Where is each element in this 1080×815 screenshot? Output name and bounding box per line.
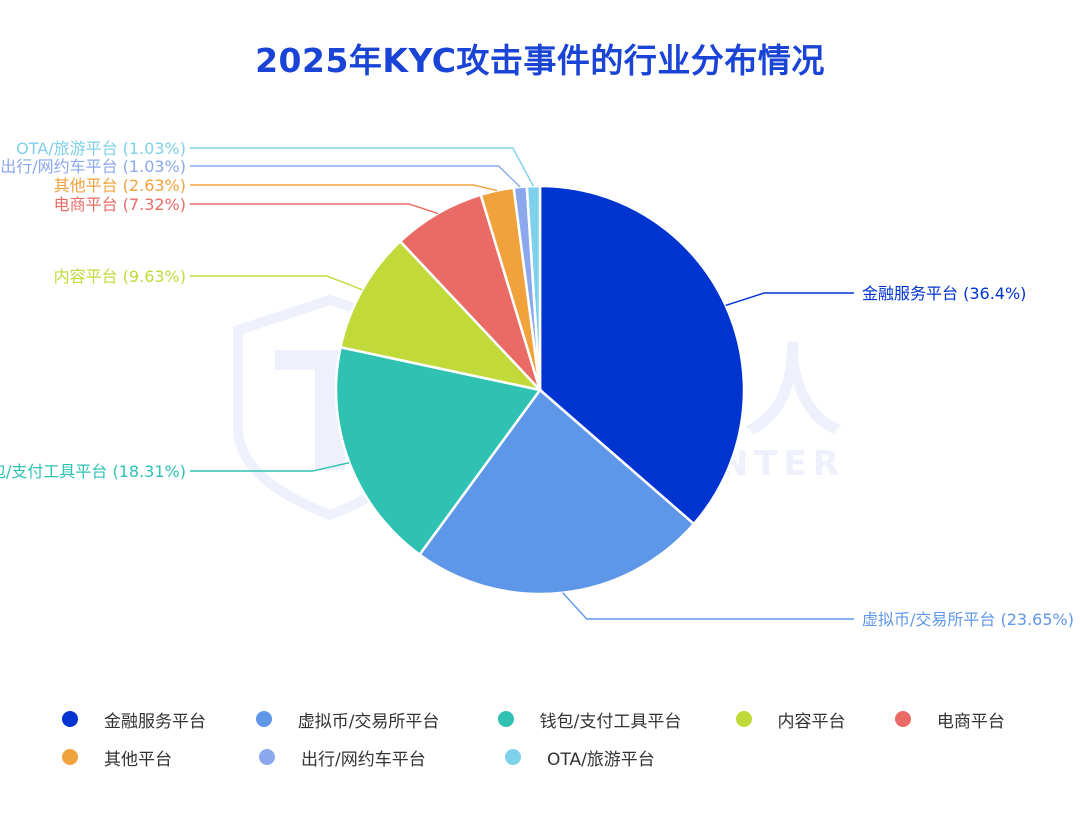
- legend-item[interactable]: 其他平台: [62, 745, 259, 770]
- pie-slice[interactable]: [417, 388, 696, 596]
- leader-line: [190, 184, 498, 192]
- legend-marker: [255, 711, 272, 727]
- legend-item[interactable]: OTA/旅游平台: [505, 745, 747, 770]
- data-label: 出行/网约车平台 (1.03%): [0, 157, 186, 176]
- data-label: 钱包/支付工具平台 (18.31%): [0, 462, 186, 481]
- legend-item[interactable]: 金融服务平台: [62, 707, 256, 732]
- legend-item[interactable]: 出行/网约车平台: [259, 745, 505, 770]
- legend-label: 出行/网约车平台: [301, 749, 426, 770]
- legend-marker: [259, 749, 275, 765]
- legend-row: 其他平台 出行/网约车平台 OTA/旅游平台: [62, 738, 1062, 776]
- legend-item[interactable]: 钱包/支付工具平台: [497, 707, 736, 732]
- legend-marker: [894, 711, 911, 727]
- leader-line: [562, 592, 854, 620]
- data-label: 金融服务平台 (36.4%): [862, 284, 1026, 303]
- legend-label: 虚拟币/交易所平台: [297, 711, 440, 732]
- legend-label: 电商平台: [936, 711, 1005, 732]
- data-label: 电商平台 (7.32%): [54, 195, 186, 214]
- data-label: 虚拟币/交易所平台 (23.65%): [862, 610, 1074, 629]
- leader-line: [190, 461, 350, 472]
- legend-label: 内容平台: [777, 711, 846, 732]
- data-label: OTA/旅游平台 (1.03%): [16, 139, 186, 158]
- chart-title: 2025年KYC攻击事件的行业分布情况: [255, 41, 825, 80]
- leader-line: [190, 165, 521, 188]
- leader-line: [725, 292, 854, 307]
- data-label: 内容平台 (9.63%): [54, 267, 186, 286]
- leader-line: [190, 203, 439, 215]
- legend-label: 钱包/支付工具平台: [539, 711, 682, 732]
- legend: 金融服务平台 虚拟币/交易所平台 钱包/支付工具平台 内容平台 电商平台其他平台 出行/网…: [62, 700, 1062, 776]
- legend-marker: [505, 749, 521, 765]
- leader-line: [190, 275, 363, 291]
- legend-marker: [62, 711, 78, 727]
- pie-slice[interactable]: [339, 239, 544, 393]
- legend-item[interactable]: 虚拟币/交易所平台: [255, 707, 498, 732]
- legend-row: 金融服务平台 虚拟币/交易所平台 钱包/支付工具平台 内容平台 电商平台: [62, 700, 1062, 738]
- legend-label: OTA/旅游平台: [547, 749, 655, 770]
- legend-label: 金融服务平台: [104, 711, 206, 732]
- pie-slice[interactable]: [538, 184, 746, 526]
- legend-item[interactable]: 电商平台: [894, 707, 1062, 732]
- legend-marker: [497, 711, 514, 727]
- data-label: 其他平台 (2.63%): [54, 176, 186, 195]
- legend-marker: [62, 749, 78, 765]
- legend-label: 其他平台: [104, 749, 172, 770]
- leader-line: [190, 147, 535, 187]
- legend-item[interactable]: 内容平台: [735, 707, 895, 732]
- legend-marker: [735, 711, 752, 727]
